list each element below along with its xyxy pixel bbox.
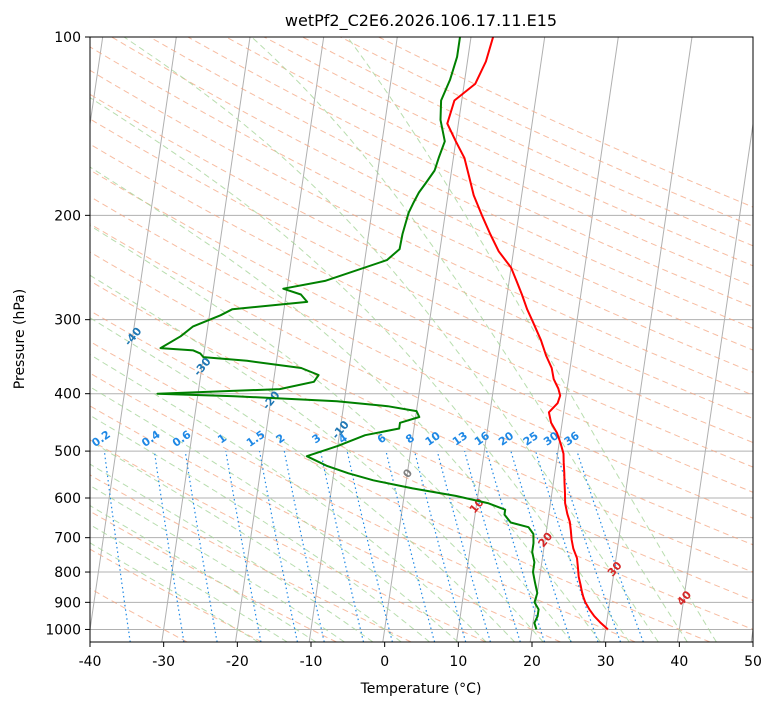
dry-adiabat-line [90, 251, 753, 573]
y-tick-label: 300 [54, 313, 81, 329]
isotherm-line [161, 37, 251, 642]
dry-adiabat-line [90, 340, 711, 642]
isotherm-line [456, 37, 546, 642]
moist-adiabat-line [90, 386, 459, 642]
dry-adiabat-line [187, 37, 753, 308]
moist-adiabat-line [90, 463, 374, 642]
moist-adiabat-line [90, 414, 430, 642]
y-tick-label: 1000 [45, 622, 81, 638]
isotherm-line [235, 37, 325, 642]
dry-adiabat-line [90, 143, 753, 468]
y-tick-label: 900 [54, 595, 81, 611]
dewpoint-profile-line [156, 37, 540, 630]
moist-adiabat-line [123, 37, 659, 642]
y-tick-label: 500 [54, 444, 81, 460]
dry-adiabat-line [90, 169, 753, 493]
dry-adiabat-line [90, 405, 561, 642]
mixing-ratio-line [510, 450, 572, 642]
mixing-ratio-line [225, 450, 262, 642]
moist-adiabat-line [90, 440, 402, 642]
moist-adiabat-line [90, 524, 288, 642]
dry-adiabat-line [90, 46, 753, 373]
x-tick-label: 10 [449, 654, 467, 670]
mixing-ratio-line [413, 450, 467, 642]
y-axis-label: Pressure (hPa) [12, 289, 28, 389]
x-axis-label: Temperature (°C) [360, 681, 482, 697]
moist-adiabat-line [251, 37, 688, 642]
dry-adiabat-line [90, 510, 337, 642]
y-tick-label: 700 [54, 531, 81, 547]
x-tick-label: -30 [152, 654, 175, 670]
mixing-ratio-line [153, 451, 185, 642]
mixing-ratio-line [103, 451, 131, 642]
x-tick-label: 40 [670, 654, 688, 670]
dry-adiabat-line [90, 548, 262, 642]
moist-adiabat-line [90, 354, 487, 642]
y-tick-label: 600 [54, 491, 81, 507]
isotherm-line [382, 37, 472, 642]
moist-adiabat-line [90, 274, 544, 642]
moist-adiabat-line [90, 224, 573, 642]
moist-adiabat-line [90, 166, 601, 642]
axes: -40 -30 -20 -10 0 10 20 30 40 50 100 200 300 400 500 60… [45, 30, 762, 670]
mixing-ratio-line [184, 451, 218, 642]
chart-title: wetPf2_C2E6.2026.106.17.11.E15 [285, 11, 557, 31]
isotherm-line [677, 120, 753, 642]
mixing-ratio-line [464, 450, 521, 642]
dry-adiabat-line [149, 37, 753, 329]
isotherm-line [90, 37, 177, 634]
isotherm-line [603, 37, 693, 642]
x-tick-label: 50 [744, 654, 762, 670]
x-tick-label: -40 [79, 654, 102, 670]
dry-adiabat-line [90, 69, 753, 396]
temperature-profile-line [446, 37, 609, 631]
isotherm-line [529, 37, 619, 642]
mixing-ratio-line [486, 450, 546, 642]
moist-adiabat-line [90, 97, 630, 642]
x-tick-label: 30 [597, 654, 615, 670]
y-tick-label: 100 [54, 30, 81, 46]
y-tick-label: 400 [54, 387, 81, 403]
y-tick-label: 200 [54, 208, 81, 224]
y-tick-label: 800 [54, 565, 81, 581]
x-tick-label: -10 [300, 654, 323, 670]
dry-adiabat-line [90, 372, 636, 642]
x-tick-label: 20 [523, 654, 541, 670]
plot-frame [89, 36, 754, 643]
dry-adiabat-line [90, 223, 753, 546]
moist-adiabat-line [90, 542, 259, 642]
x-tick-label: 0 [380, 654, 389, 670]
dry-adiabat-line [90, 196, 753, 519]
moist-adiabat-line [90, 505, 317, 642]
moist-adiabat-line [346, 37, 717, 642]
dry-adiabat-line [90, 310, 753, 630]
x-tick-label: -20 [226, 654, 249, 670]
